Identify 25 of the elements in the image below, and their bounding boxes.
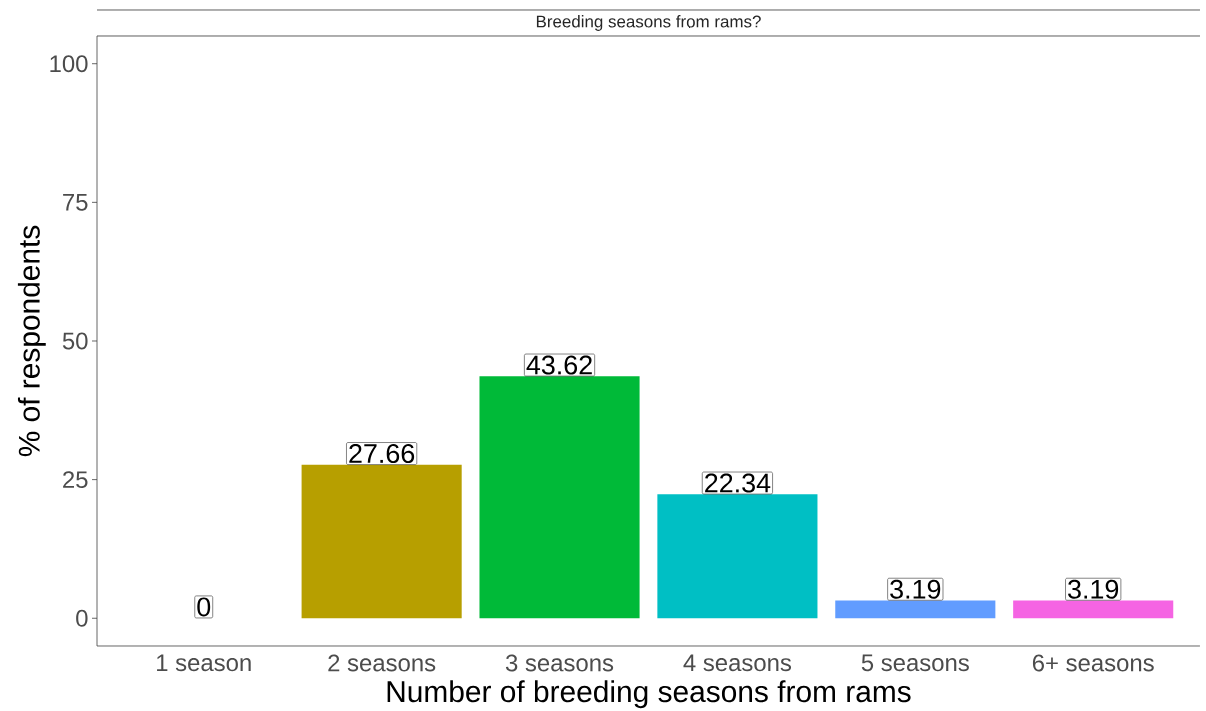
x-tick-label: 5 seasons [861, 654, 969, 671]
bar [301, 464, 462, 619]
x-tick-label: 2 seasons [328, 654, 436, 672]
chart-title: Breeding seasons from rams? [536, 14, 761, 31]
data-label: 3.19 [1068, 579, 1119, 599]
data-label: 27.66 [349, 443, 415, 463]
y-tick-label: 50 [62, 332, 88, 350]
bar [1013, 600, 1174, 619]
y-tick-label: 100 [50, 55, 88, 72]
x-tick-label: 1 season [157, 654, 251, 671]
data-label: 0 [197, 597, 211, 617]
data-label: 43.62 [526, 355, 592, 375]
data-label: 22.34 [705, 473, 771, 493]
data-label: 3.19 [890, 579, 941, 599]
x-tick-label: 4 seasons [683, 654, 792, 671]
bar [479, 376, 640, 619]
bar [657, 494, 818, 619]
x-tick-label: 6+ seasons [1032, 654, 1154, 672]
y-axis-title: % of respondents [17, 225, 46, 457]
y-tick-label: 0 [76, 609, 88, 627]
x-axis-title: Number of breeding seasons from rams [387, 680, 911, 708]
y-tick-label: 25 [63, 470, 88, 488]
y-tick-label: 75 [63, 193, 88, 211]
x-tick-label: 3 seasons [505, 654, 614, 672]
bar [835, 600, 996, 619]
